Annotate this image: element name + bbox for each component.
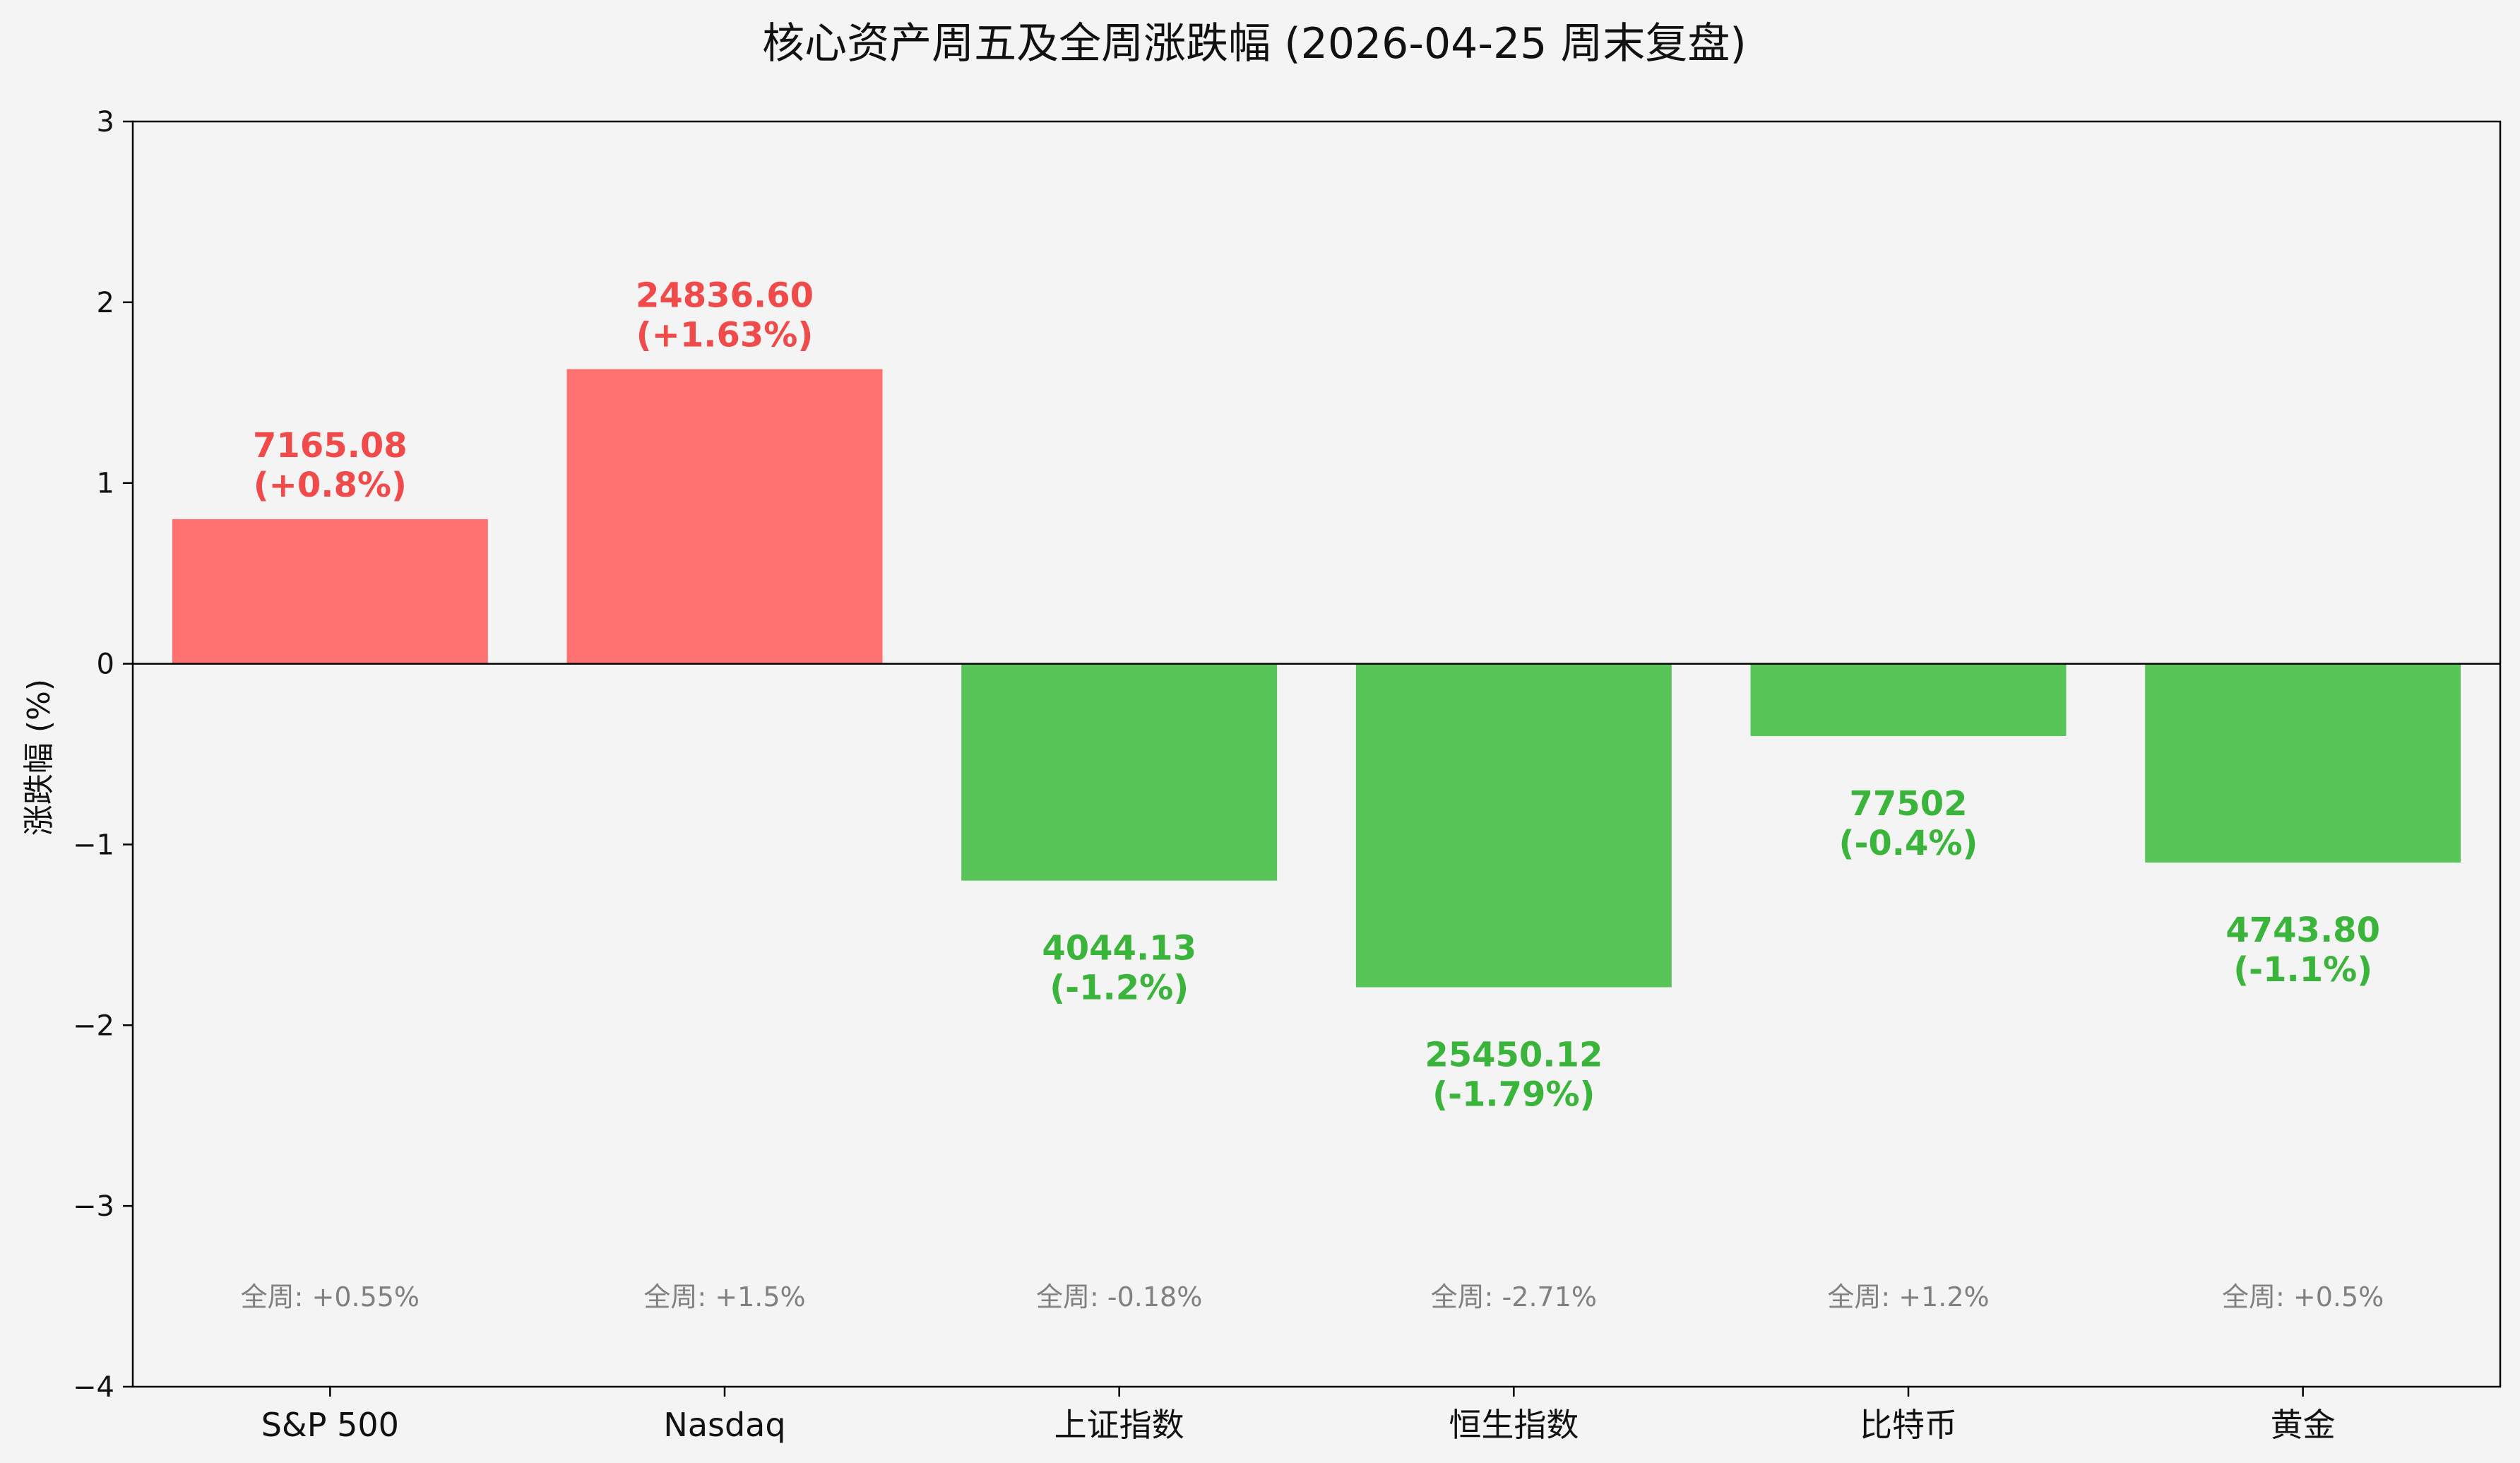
x-tick-label: 上证指数 xyxy=(1054,1406,1184,1444)
chart-title: 核心资产周五及全周涨跌幅 (2026-04-25 周末复盘) xyxy=(762,19,1747,69)
bar-value-label: 25450.12 xyxy=(1425,1036,1603,1075)
weekly-change-label: 全周: +0.5% xyxy=(2222,1281,2384,1313)
bar-pct-label: (+0.8%) xyxy=(254,466,407,505)
bar-pct-label: (-0.4%) xyxy=(1839,824,1978,863)
x-tick-label: 恒生指数 xyxy=(1449,1406,1579,1444)
bar-4 xyxy=(1355,663,1672,988)
bar-pct-label: (-1.79%) xyxy=(1432,1075,1595,1115)
plot-frame xyxy=(131,120,2502,1388)
bar-value-label: 7165.08 xyxy=(253,426,408,466)
x-tick-label: S&P 500 xyxy=(261,1406,399,1444)
y-tick-label: −2 xyxy=(73,1009,114,1042)
y-tick-label: −1 xyxy=(73,829,114,861)
x-tick-label: Nasdaq xyxy=(663,1406,785,1444)
bar-value-label: 4743.80 xyxy=(2225,911,2380,950)
plot-area: −4 −3 −2 −1 0 1 2 3 7165.08(+0.8%) 24836.60(+1.63… xyxy=(73,106,2502,1444)
bar-value-label: 24836.60 xyxy=(636,276,814,316)
y-tick-label: −3 xyxy=(73,1190,114,1223)
x-tick-label: 比特币 xyxy=(1860,1406,1957,1444)
weekly-change-label: 全周: -2.71% xyxy=(1431,1281,1597,1313)
weekly-change-label: 全周: +1.5% xyxy=(643,1281,805,1313)
bar-3 xyxy=(961,663,1278,881)
bar-pct-label: (-1.2%) xyxy=(1050,969,1189,1008)
bar-pct-label: (+1.63%) xyxy=(636,316,814,355)
bar-value-label: 77502 xyxy=(1850,784,1968,824)
bar-pct-label: (-1.1%) xyxy=(2233,950,2372,990)
y-tick-label: 3 xyxy=(97,106,114,138)
bar-2 xyxy=(566,369,883,664)
bar-6 xyxy=(2145,663,2461,863)
y-tick-label: 2 xyxy=(97,287,114,319)
bar-1 xyxy=(172,519,488,664)
x-tick-label: 黄金 xyxy=(2271,1406,2336,1444)
y-tick-label: 1 xyxy=(97,468,114,500)
weekly-change-label: 全周: -0.18% xyxy=(1036,1281,1202,1313)
y-tick-label: −4 xyxy=(73,1371,114,1404)
weekly-change-label: 全周: +0.55% xyxy=(241,1281,420,1313)
y-tick-label: 0 xyxy=(97,648,114,681)
y-axis-label: 涨跌幅 (%) xyxy=(21,679,57,836)
weekly-change-label: 全周: +1.2% xyxy=(1827,1281,1989,1313)
bar-value-label: 4044.13 xyxy=(1042,929,1196,969)
bar-5 xyxy=(1750,663,2067,736)
